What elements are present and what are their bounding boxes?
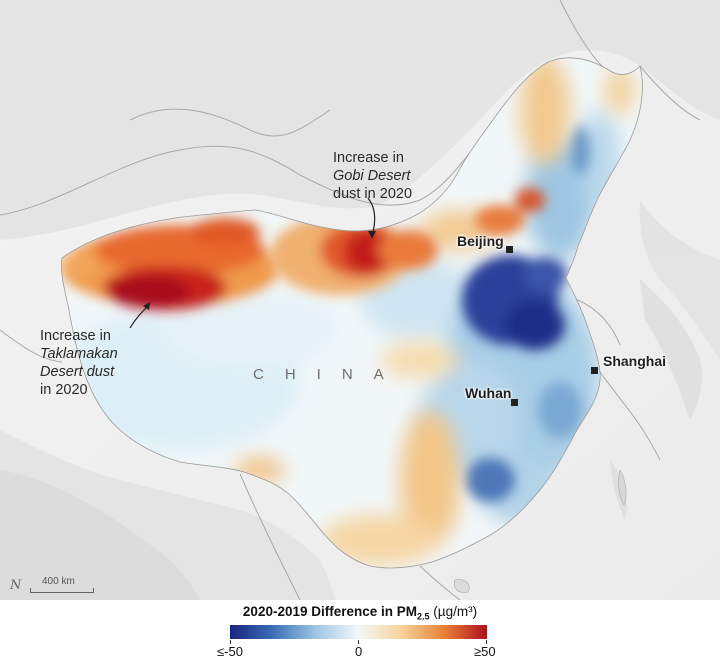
gobi-leader-arrow [368, 231, 376, 239]
legend-tick-min [230, 640, 231, 644]
taklamakan-annotation-line4: in 2020 [40, 382, 88, 398]
city-label-beijing: Beijing [457, 233, 504, 249]
taklamakan-annotation-line1: Increase in [40, 328, 111, 344]
taklamakan-annotation: Increase in Taklamakan Desert dust in 20… [40, 327, 118, 399]
taklamakan-annotation-line3: Desert dust [40, 364, 115, 380]
city-label-shanghai: Shanghai [603, 353, 667, 369]
wuhan-marker [511, 399, 518, 406]
scale-bar [30, 588, 94, 593]
gobi-annotation-line1: Increase in [333, 150, 404, 166]
gobi-annotation-line3: dust in 2020 [333, 186, 413, 202]
taklamakan-leader-arrow [143, 302, 150, 310]
gobi-annotation: Increase in Gobi Desert dust in 2020 [333, 149, 412, 203]
legend-label-max: ≥50 [474, 644, 496, 659]
pm25-difference-map [0, 0, 720, 600]
shanghai-marker [591, 367, 598, 374]
scale-label: 400 km [42, 576, 75, 587]
legend-title: 2020-2019 Difference in PM2.5 (µg/m³) [0, 604, 720, 622]
taklamakan-annotation-line2: Taklamakan [40, 346, 118, 362]
gobi-annotation-line2: Gobi Desert [333, 168, 411, 184]
legend-title-subscript: 2.5 [417, 611, 430, 622]
north-arrow-icon: N [10, 578, 22, 593]
city-label-wuhan: Wuhan [465, 385, 512, 401]
legend-label-mid: 0 [355, 644, 363, 659]
legend-tick-max [486, 640, 487, 644]
legend-color-bar [230, 625, 487, 639]
country-label: CHINA [253, 366, 405, 383]
beijing-marker [506, 246, 513, 253]
legend-title-main: 2020-2019 Difference in PM [242, 604, 418, 619]
legend-title-unit: (µg/m³) [433, 604, 478, 619]
legend-tick-mid [358, 640, 359, 644]
legend-label-min: ≤-50 [217, 644, 243, 659]
